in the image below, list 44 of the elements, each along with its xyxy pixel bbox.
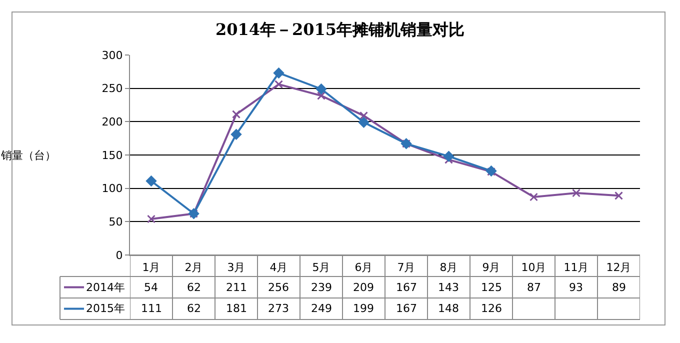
y-tick-label: 200 — [102, 116, 123, 129]
x-tick-label: 11月 — [564, 261, 589, 274]
data-label: 249 — [311, 302, 332, 315]
y-tick-label: 0 — [116, 248, 123, 262]
data-label: 167 — [396, 302, 417, 315]
data-label: 89 — [612, 281, 626, 294]
x-tick-label: 7月 — [397, 261, 416, 274]
x-tick-label: 10月 — [521, 261, 546, 274]
data-label: 148 — [438, 302, 459, 315]
data-label: 273 — [268, 302, 289, 315]
data-label: 126 — [481, 302, 502, 315]
y-tick-label: 100 — [102, 182, 123, 196]
data-label: 256 — [268, 281, 289, 294]
data-label: 54 — [144, 281, 158, 294]
y-tick-label: 300 — [102, 48, 123, 62]
chart-title: 2014年－2015年摊铺机销量对比 — [215, 20, 465, 40]
data-label: 93 — [569, 281, 583, 294]
legend-label: 2014年 — [86, 281, 125, 294]
data-label: 62 — [187, 302, 201, 315]
x-tick-label: 3月 — [227, 261, 246, 274]
data-label: 239 — [311, 281, 332, 294]
y-tick-label: 250 — [102, 82, 123, 96]
data-label: 111 — [141, 302, 162, 315]
data-label: 125 — [481, 281, 502, 294]
x-tick-label: 9月 — [482, 261, 500, 274]
x-tick-label: 8月 — [440, 261, 458, 274]
x-tick-label: 4月 — [270, 261, 288, 274]
data-label: 199 — [353, 302, 374, 315]
y-tick-label: 150 — [102, 148, 123, 162]
data-label: 211 — [226, 281, 247, 294]
x-tick-label: 6月 — [354, 261, 373, 274]
data-label: 167 — [396, 281, 417, 294]
x-tick-label: 1月 — [142, 261, 160, 274]
data-label: 143 — [438, 281, 459, 294]
data-label: 62 — [187, 281, 201, 294]
y-tick-label: 50 — [108, 216, 123, 229]
x-tick-label: 5月 — [312, 261, 330, 274]
legend-label: 2015年 — [86, 302, 125, 315]
x-tick-label: 2月 — [184, 261, 203, 274]
x-tick-label: 12月 — [606, 261, 632, 274]
data-label: 181 — [226, 302, 247, 315]
data-label: 87 — [527, 281, 541, 294]
data-label: 209 — [353, 281, 374, 294]
y-axis-title: 销量（台） — [0, 149, 56, 162]
